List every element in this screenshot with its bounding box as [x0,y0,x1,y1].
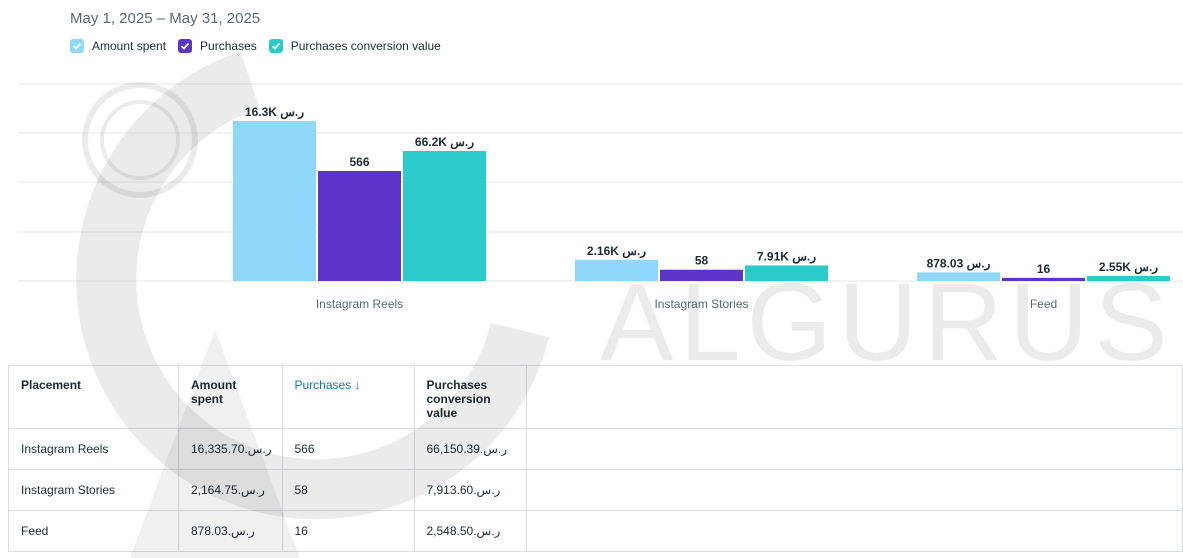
legend-item-purchases[interactable]: Purchases [178,39,257,53]
table-header-row: Placement Amount spent Purchases ↓ Purch… [8,365,1183,429]
legend-item-amount-spent[interactable]: Amount spent [70,39,166,53]
cell-conversion-value: 2,548.50.ر.س [413,510,527,552]
data-label: 16 [1037,262,1051,276]
cell-conversion-value: 7,913.60.ر.س [413,469,527,511]
data-label: 566 [349,155,369,169]
cell-placement: Instagram Reels [8,428,179,470]
checkbox-checked-icon[interactable] [178,39,193,53]
cell-purchases: 566 [281,428,415,470]
cell-amount-spent: 878.03.ر.س [178,510,283,552]
cell-empty [525,469,1183,511]
legend-item-conversion-value[interactable]: Purchases conversion value [268,39,441,53]
data-label: 66.2K ر.س [415,135,474,150]
column-header-conversion-value[interactable]: Purchases conversion value [413,365,527,429]
checkbox-checked-icon[interactable] [268,39,283,53]
cell-amount-spent: 16,335.70.ر.س [178,428,283,470]
cell-amount-spent: 2,164.75.ر.س [178,469,283,511]
column-header-empty [525,365,1183,429]
checkbox-checked-icon[interactable] [70,39,84,53]
legend-label: Amount spent [92,39,167,53]
category-label: Instagram Stories [654,297,748,311]
table-row[interactable]: Feed 878.03.ر.س 16 2,548.50.ر.س [8,510,1183,552]
bar-0-0[interactable] [233,121,316,281]
category-label: Feed [1030,297,1057,311]
cell-purchases: 58 [281,469,415,511]
data-label: 878.03 ر.س [927,256,991,271]
table-row[interactable]: Instagram Reels 16,335.70.ر.س 566 66,150… [8,428,1183,470]
category-label: Instagram Reels [316,297,403,311]
bar-2-2[interactable] [1087,275,1170,281]
cell-placement: Instagram Stories [8,469,179,511]
data-label: 2.55K ر.س [1099,260,1158,275]
date-range: May 1, 2025 – May 31, 2025 [70,10,261,27]
cell-empty [525,428,1183,470]
table-row[interactable]: Instagram Stories 2,164.75.ر.س 58 7,913.… [8,469,1183,511]
cell-placement: Feed [8,510,179,552]
chart-legend: Amount spent Purchases Purchases convers… [70,39,453,53]
data-label: 7.91K ر.س [757,249,816,264]
bar-0-1[interactable] [575,259,658,281]
cell-empty [525,510,1183,552]
placement-table: Placement Amount spent Purchases ↓ Purch… [8,365,1183,552]
bar-1-0[interactable] [318,171,401,281]
bar-1-2[interactable] [1002,277,1085,281]
column-header-amount-spent[interactable]: Amount spent [178,365,283,429]
data-label: 58 [695,254,709,268]
column-header-placement[interactable]: Placement [8,365,179,429]
data-label: 2.16K ر.س [587,244,646,259]
data-label: 16.3K ر.س [245,105,304,120]
bar-2-0[interactable] [403,151,486,281]
bar-2-1[interactable] [745,265,828,281]
bar-0-2[interactable] [917,272,1000,281]
bar-chart: 16.3K ر.س 566 66.2K ر.س Instagram Reels 2.16… [18,83,1183,311]
cell-purchases: 16 [281,510,415,552]
column-header-purchases[interactable]: Purchases ↓ [281,365,415,429]
legend-label: Purchases [200,39,257,53]
legend-label: Purchases conversion value [290,39,441,53]
cell-conversion-value: 66,150.39.ر.س [413,428,527,470]
bar-1-1[interactable] [660,269,743,281]
